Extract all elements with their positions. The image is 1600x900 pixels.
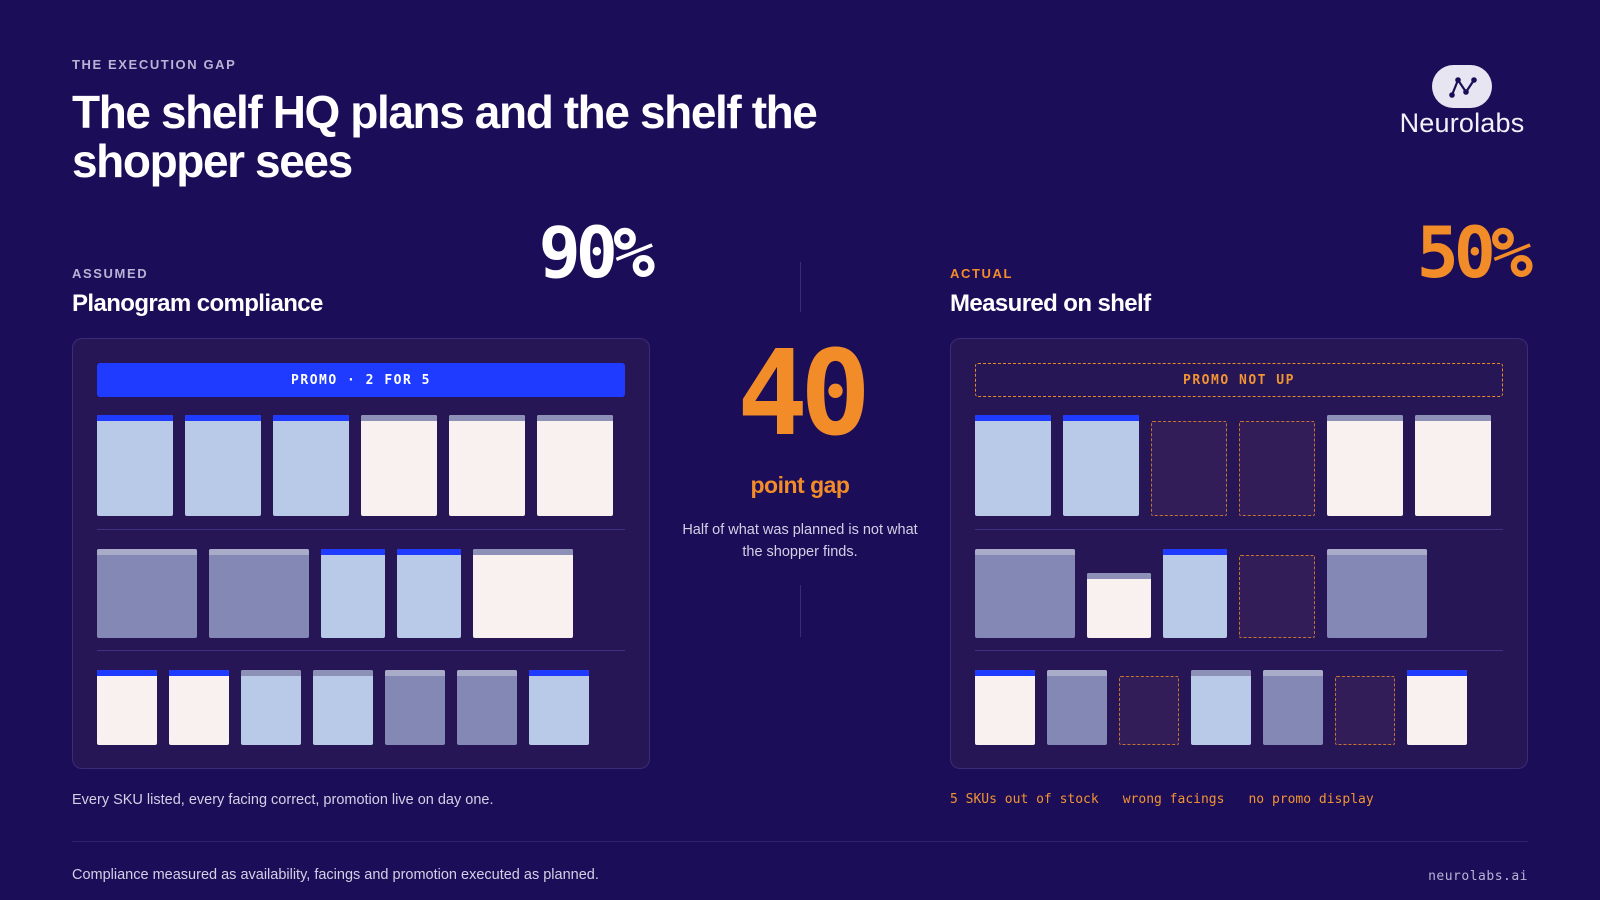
actual-percent: 50% [1416, 212, 1533, 294]
gap-label: point gap [750, 472, 850, 498]
actual-label: ACTUAL [950, 266, 1014, 281]
product-facing [209, 549, 309, 638]
product-facing [321, 549, 385, 638]
divider-line [800, 262, 801, 312]
footer-url[interactable]: neurolabs.ai [1428, 869, 1528, 884]
product-facing [361, 415, 437, 516]
issue-tag: no promo display [1248, 792, 1374, 807]
footer-note: Compliance measured as availability, fac… [72, 867, 599, 883]
product-facing [537, 415, 613, 516]
product-facing [169, 670, 229, 745]
issues-list: 5 SKUs out of stock wrong facings no pro… [950, 792, 1398, 807]
product-facing [529, 670, 589, 745]
product-facing [473, 549, 573, 638]
product-facing [975, 415, 1051, 516]
product-facing [385, 670, 445, 745]
product-facing [1063, 415, 1139, 516]
out-of-stock-slot [1335, 676, 1395, 745]
product-facing [97, 670, 157, 745]
actual-title: Measured on shelf [950, 290, 1151, 317]
shelf-divider [97, 529, 625, 530]
product-facing [1407, 670, 1467, 745]
eyebrow-label: THE EXECUTION GAP [72, 57, 237, 72]
shelf-divider [975, 650, 1503, 651]
product-facing [97, 415, 173, 516]
shelf-divider [975, 529, 1503, 530]
product-facing [397, 549, 461, 638]
out-of-stock-slot [1239, 421, 1315, 516]
product-facing [241, 670, 301, 745]
product-facing [457, 670, 517, 745]
issue-tag: 5 SKUs out of stock [950, 792, 1099, 807]
gap-description: Half of what was planned is not what the… [682, 522, 918, 560]
product-facing [1163, 549, 1227, 638]
promo-missing-banner: PROMO NOT UP [975, 363, 1503, 397]
product-facing [185, 415, 261, 516]
divider-line [800, 585, 801, 637]
network-nodes-icon [1432, 65, 1492, 108]
product-facing [1087, 573, 1151, 638]
product-facing [1327, 549, 1427, 638]
product-facing [1415, 415, 1491, 516]
product-facing [97, 549, 197, 638]
promo-banner: PROMO · 2 FOR 5 [97, 363, 625, 397]
issue-tag: wrong facings [1122, 792, 1225, 807]
assumed-title: Planogram compliance [72, 290, 323, 317]
out-of-stock-slot [1239, 555, 1315, 638]
assumed-percent: 90% [538, 212, 655, 294]
product-facing [273, 415, 349, 516]
actual-shelf-panel: PROMO NOT UP [950, 338, 1528, 769]
brand-name: Neurolabs [1399, 108, 1525, 138]
assumed-caption: Every SKU listed, every facing correct, … [72, 792, 494, 808]
brand-logo: Neurolabs [1392, 62, 1532, 142]
product-facing [1327, 415, 1403, 516]
page-title: The shelf HQ plans and the shelf the sho… [72, 86, 818, 187]
assumed-label: ASSUMED [72, 266, 149, 281]
footer-divider [72, 841, 1528, 842]
gap-value: 40 [736, 324, 871, 462]
product-facing [975, 670, 1035, 745]
shelf-divider [97, 650, 625, 651]
product-facing [975, 549, 1075, 638]
product-facing [313, 670, 373, 745]
out-of-stock-slot [1119, 676, 1179, 745]
product-facing [1047, 670, 1107, 745]
product-facing [449, 415, 525, 516]
product-facing [1191, 670, 1251, 745]
product-facing [1263, 670, 1323, 745]
planned-shelf-panel: PROMO · 2 FOR 5 [72, 338, 650, 769]
out-of-stock-slot [1151, 421, 1227, 516]
